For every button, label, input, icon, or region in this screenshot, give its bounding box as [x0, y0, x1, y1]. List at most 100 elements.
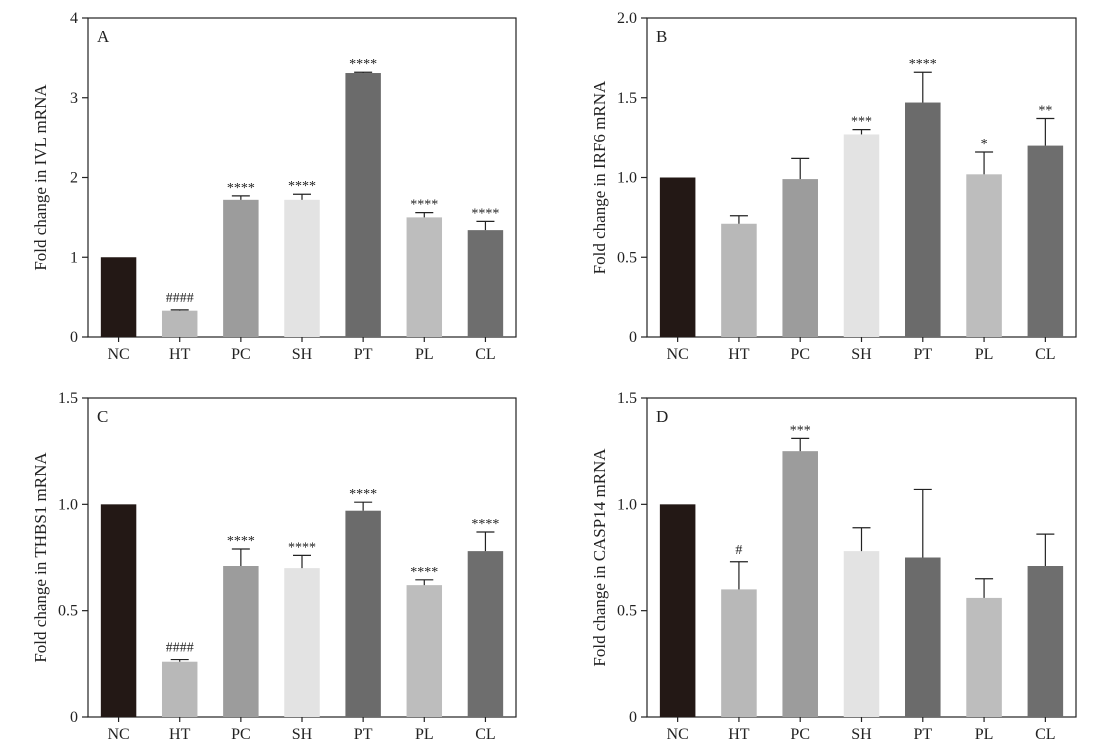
significance-label-b-pl: * [981, 137, 988, 152]
bar-d-pl [966, 597, 1002, 717]
panel-letter-b: B [656, 27, 667, 46]
panel-b: 0 0.5 1.0 1.5 2.0 Fold change in IRF6 mRNA B NC… [590, 10, 1077, 363]
bar-a-ht [161, 310, 198, 337]
bar-d-nc [659, 504, 696, 717]
bar-a-pt [345, 73, 381, 337]
y-tick-label-d: 1.0 [617, 496, 637, 513]
x-tick-label-b-cl: CL [1035, 346, 1055, 363]
y-tick-label-b: 1.0 [617, 170, 637, 187]
x-tick-label-d-sh: SH [851, 726, 872, 743]
y-tick-label-c: 1.5 [58, 390, 78, 407]
bar-a-sh [284, 199, 320, 337]
panel-c: 0 0.5 1.0 1.5 Fold change in THBS1 mRNA C NC ##… [31, 390, 517, 743]
panel-a: 0 1 2 3 4 Fold change in IVL mRNA A NC #### HT ***… [31, 10, 517, 363]
panel-letter-a: A [97, 27, 110, 46]
bar-d-pc [782, 451, 818, 717]
significance-label-a-pt: **** [349, 57, 377, 72]
significance-label-b-pt: **** [909, 57, 937, 72]
significance-label-a-sh: **** [288, 179, 316, 194]
significance-label-a-ht: #### [166, 291, 194, 306]
bar-d-sh [843, 551, 880, 717]
panel-letter-c: C [97, 407, 108, 426]
bar-b-sh [843, 134, 880, 337]
y-tick-label-c: 0.5 [58, 603, 78, 620]
x-tick-label-a-pc: PC [231, 346, 251, 363]
x-tick-label-b-pl: PL [975, 346, 994, 363]
bar-b-pt [905, 102, 941, 337]
significance-label-a-pl: **** [410, 198, 438, 213]
y-axis-label-c: Fold change in THBS1 mRNA [31, 452, 50, 663]
bar-b-pc [782, 179, 818, 337]
bar-c-pt [345, 510, 381, 717]
bar-b-pl [966, 174, 1002, 337]
x-tick-label-a-sh: SH [292, 346, 313, 363]
x-tick-label-d-cl: CL [1035, 726, 1055, 743]
bar-d-cl [1027, 566, 1064, 717]
y-axis-label-d: Fold change in CASP14 mRNA [590, 448, 609, 667]
bar-d-pt [905, 557, 941, 717]
significance-label-b-sh: *** [851, 115, 872, 130]
x-tick-label-b-sh: SH [851, 346, 872, 363]
y-tick-label-a: 2 [70, 170, 78, 187]
x-tick-label-a-pt: PT [354, 346, 373, 363]
significance-label-d-pc: *** [790, 423, 811, 438]
bar-c-pc [223, 566, 259, 717]
bar-c-pl [406, 585, 443, 717]
y-axis-label-b: Fold change in IRF6 mRNA [590, 80, 609, 274]
significance-label-b-cl: ** [1038, 103, 1052, 118]
panel-letter-d: D [656, 407, 668, 426]
x-tick-label-c-ht: HT [169, 726, 191, 743]
y-tick-label-c: 0 [70, 709, 78, 726]
x-tick-label-b-pt: PT [913, 346, 932, 363]
y-tick-label-b: 0.5 [617, 249, 637, 266]
x-tick-label-d-pl: PL [975, 726, 994, 743]
bar-d-ht [721, 589, 757, 717]
y-tick-label-d: 0.5 [617, 603, 637, 620]
bar-a-pc [223, 199, 259, 337]
x-tick-label-a-nc: NC [107, 346, 129, 363]
x-tick-label-d-pc: PC [790, 726, 810, 743]
y-axis-label-a: Fold change in IVL mRNA [31, 84, 50, 271]
y-tick-label-b: 2.0 [617, 10, 637, 27]
x-tick-label-c-nc: NC [107, 726, 129, 743]
x-tick-label-d-ht: HT [728, 726, 750, 743]
significance-label-c-ht: #### [166, 641, 194, 656]
bar-b-nc [659, 177, 696, 337]
significance-label-a-pc: **** [227, 181, 255, 196]
x-tick-label-d-nc: NC [667, 726, 689, 743]
y-tick-label-a: 1 [70, 249, 78, 266]
bar-b-ht [721, 223, 757, 337]
bar-c-nc [100, 504, 137, 717]
significance-label-c-sh: **** [288, 540, 316, 555]
y-tick-label-b: 0 [629, 329, 637, 346]
x-tick-label-a-pl: PL [415, 346, 434, 363]
x-tick-label-b-nc: NC [667, 346, 689, 363]
bar-c-cl [467, 551, 504, 717]
bar-a-pl [406, 217, 443, 337]
panel-d: 0 0.5 1.0 1.5 Fold change in CASP14 mRNA D NC #… [590, 390, 1077, 743]
x-tick-label-c-pt: PT [354, 726, 373, 743]
y-tick-label-a: 0 [70, 329, 78, 346]
y-tick-label-c: 1.0 [58, 496, 78, 513]
bar-b-cl [1027, 145, 1064, 337]
bar-a-cl [467, 230, 504, 337]
x-tick-label-b-pc: PC [790, 346, 810, 363]
y-tick-label-d: 1.5 [617, 390, 637, 407]
significance-label-c-pl: **** [410, 565, 438, 580]
y-tick-label-d: 0 [629, 709, 637, 726]
x-tick-label-c-cl: CL [475, 726, 495, 743]
significance-label-a-cl: **** [471, 206, 499, 221]
y-tick-label-a: 3 [70, 90, 78, 107]
y-tick-label-a: 4 [70, 10, 78, 27]
x-tick-label-c-pc: PC [231, 726, 251, 743]
bar-c-ht [161, 661, 198, 717]
significance-label-c-pc: **** [227, 534, 255, 549]
x-tick-label-a-cl: CL [475, 346, 495, 363]
x-tick-label-a-ht: HT [169, 346, 191, 363]
significance-label-c-cl: **** [471, 517, 499, 532]
bar-a-nc [100, 257, 137, 337]
y-tick-label-b: 1.5 [617, 90, 637, 107]
x-tick-label-c-sh: SH [292, 726, 313, 743]
x-tick-label-c-pl: PL [415, 726, 434, 743]
